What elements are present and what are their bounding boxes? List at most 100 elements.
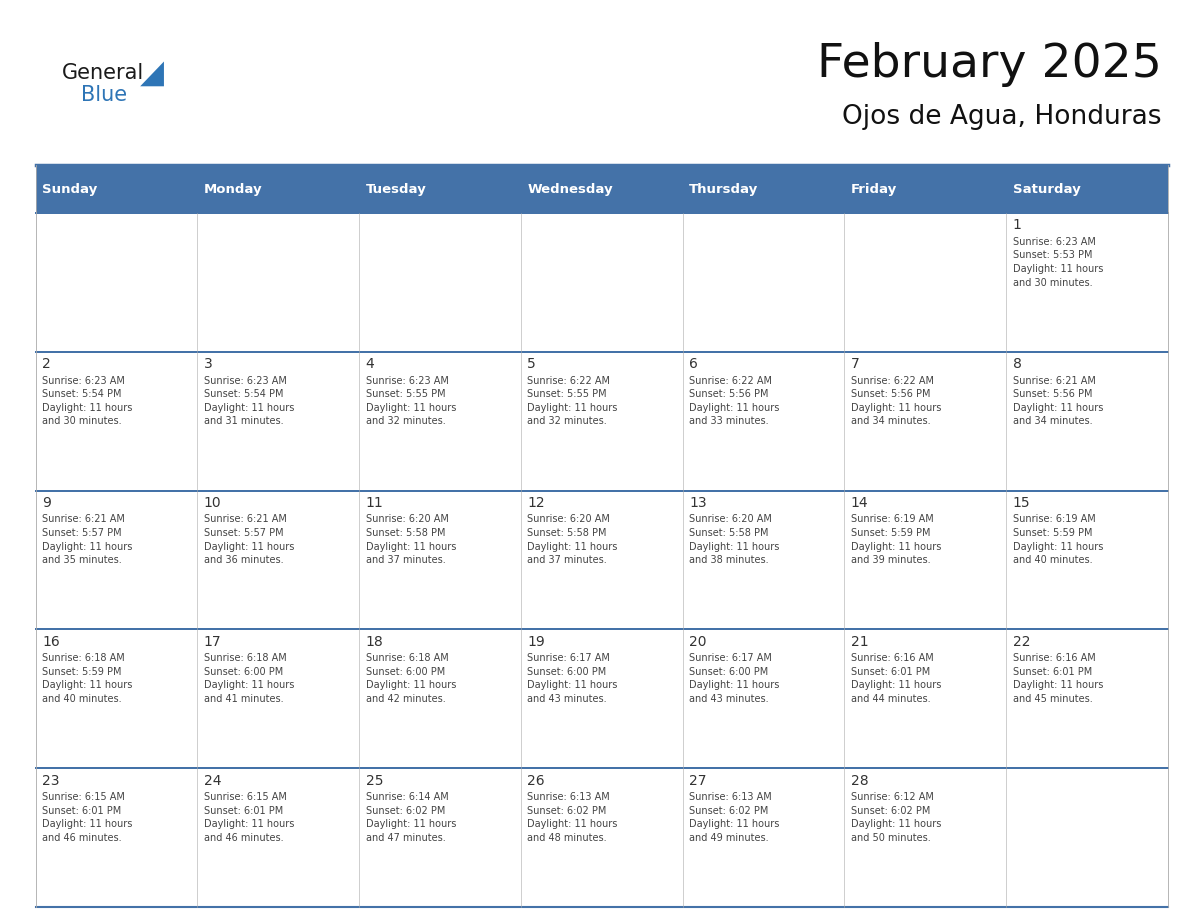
Bar (520, 768, 683, 907)
Point (999, 901, 1013, 912)
Text: 28: 28 (851, 774, 868, 788)
Point (838, 207, 852, 218)
Text: Sunrise: 6:13 AM
Sunset: 6:02 PM
Daylight: 11 hours
and 49 minutes.: Sunrise: 6:13 AM Sunset: 6:02 PM Dayligh… (689, 792, 779, 843)
Text: Sunrise: 6:18 AM
Sunset: 5:59 PM
Daylight: 11 hours
and 40 minutes.: Sunrise: 6:18 AM Sunset: 5:59 PM Dayligh… (42, 654, 133, 704)
Text: Sunrise: 6:21 AM
Sunset: 5:57 PM
Daylight: 11 hours
and 35 minutes.: Sunrise: 6:21 AM Sunset: 5:57 PM Dayligh… (42, 514, 133, 565)
Bar (1006, 165, 1168, 213)
Text: Sunrise: 6:20 AM
Sunset: 5:58 PM
Daylight: 11 hours
and 38 minutes.: Sunrise: 6:20 AM Sunset: 5:58 PM Dayligh… (689, 514, 779, 565)
Text: Ojos de Agua, Honduras: Ojos de Agua, Honduras (842, 104, 1162, 129)
Bar (520, 630, 683, 768)
Text: Wednesday: Wednesday (527, 183, 613, 196)
Bar (197, 213, 359, 352)
Text: Sunrise: 6:20 AM
Sunset: 5:58 PM
Daylight: 11 hours
and 37 minutes.: Sunrise: 6:20 AM Sunset: 5:58 PM Dayligh… (366, 514, 456, 565)
Text: 9: 9 (42, 496, 51, 510)
Bar (197, 768, 359, 907)
Bar (359, 768, 520, 907)
Text: Sunrise: 6:21 AM
Sunset: 5:57 PM
Daylight: 11 hours
and 36 minutes.: Sunrise: 6:21 AM Sunset: 5:57 PM Dayligh… (204, 514, 295, 565)
Bar (683, 165, 845, 213)
Text: Sunrise: 6:18 AM
Sunset: 6:00 PM
Daylight: 11 hours
and 41 minutes.: Sunrise: 6:18 AM Sunset: 6:00 PM Dayligh… (204, 654, 295, 704)
Text: 8: 8 (1012, 357, 1022, 371)
Bar (36, 165, 197, 213)
Text: 12: 12 (527, 496, 545, 510)
Bar (36, 768, 197, 907)
Bar (845, 630, 1006, 768)
Text: 13: 13 (689, 496, 707, 510)
Text: Sunrise: 6:17 AM
Sunset: 6:00 PM
Daylight: 11 hours
and 43 minutes.: Sunrise: 6:17 AM Sunset: 6:00 PM Dayligh… (527, 654, 618, 704)
Bar (520, 490, 683, 630)
Text: Sunrise: 6:18 AM
Sunset: 6:00 PM
Daylight: 11 hours
and 42 minutes.: Sunrise: 6:18 AM Sunset: 6:00 PM Dayligh… (366, 654, 456, 704)
Text: 17: 17 (204, 635, 221, 649)
Text: Sunrise: 6:23 AM
Sunset: 5:55 PM
Daylight: 11 hours
and 32 minutes.: Sunrise: 6:23 AM Sunset: 5:55 PM Dayligh… (366, 375, 456, 427)
Text: Sunrise: 6:22 AM
Sunset: 5:55 PM
Daylight: 11 hours
and 32 minutes.: Sunrise: 6:22 AM Sunset: 5:55 PM Dayligh… (527, 375, 618, 427)
Point (513, 207, 527, 218)
Bar (1006, 490, 1168, 630)
Text: Sunrise: 6:20 AM
Sunset: 5:58 PM
Daylight: 11 hours
and 37 minutes.: Sunrise: 6:20 AM Sunset: 5:58 PM Dayligh… (527, 514, 618, 565)
Text: Thursday: Thursday (689, 183, 758, 196)
Text: 26: 26 (527, 774, 545, 788)
Text: 19: 19 (527, 635, 545, 649)
Text: 20: 20 (689, 635, 707, 649)
Text: 2: 2 (42, 357, 51, 371)
Text: Sunrise: 6:12 AM
Sunset: 6:02 PM
Daylight: 11 hours
and 50 minutes.: Sunrise: 6:12 AM Sunset: 6:02 PM Dayligh… (851, 792, 941, 843)
Text: 3: 3 (204, 357, 213, 371)
Text: 5: 5 (527, 357, 536, 371)
Text: 23: 23 (42, 774, 59, 788)
Text: Sunrise: 6:23 AM
Sunset: 5:54 PM
Daylight: 11 hours
and 30 minutes.: Sunrise: 6:23 AM Sunset: 5:54 PM Dayligh… (42, 375, 133, 427)
Point (676, 901, 690, 912)
Text: Sunrise: 6:22 AM
Sunset: 5:56 PM
Daylight: 11 hours
and 34 minutes.: Sunrise: 6:22 AM Sunset: 5:56 PM Dayligh… (851, 375, 941, 427)
Bar (36, 352, 197, 490)
Text: 21: 21 (851, 635, 868, 649)
Text: Sunrise: 6:14 AM
Sunset: 6:02 PM
Daylight: 11 hours
and 47 minutes.: Sunrise: 6:14 AM Sunset: 6:02 PM Dayligh… (366, 792, 456, 843)
Point (513, 901, 527, 912)
Text: Sunrise: 6:22 AM
Sunset: 5:56 PM
Daylight: 11 hours
and 33 minutes.: Sunrise: 6:22 AM Sunset: 5:56 PM Dayligh… (689, 375, 779, 427)
Point (838, 901, 852, 912)
Text: Sunrise: 6:19 AM
Sunset: 5:59 PM
Daylight: 11 hours
and 40 minutes.: Sunrise: 6:19 AM Sunset: 5:59 PM Dayligh… (1012, 514, 1102, 565)
Text: 14: 14 (851, 496, 868, 510)
Polygon shape (140, 62, 164, 86)
Text: General: General (62, 63, 144, 84)
Bar (1006, 630, 1168, 768)
Text: 16: 16 (42, 635, 59, 649)
Text: Saturday: Saturday (1012, 183, 1080, 196)
Bar (1006, 352, 1168, 490)
Text: 18: 18 (366, 635, 384, 649)
Text: 25: 25 (366, 774, 383, 788)
Text: Sunrise: 6:16 AM
Sunset: 6:01 PM
Daylight: 11 hours
and 44 minutes.: Sunrise: 6:16 AM Sunset: 6:01 PM Dayligh… (851, 654, 941, 704)
Text: February 2025: February 2025 (817, 41, 1162, 87)
Text: Sunrise: 6:23 AM
Sunset: 5:53 PM
Daylight: 11 hours
and 30 minutes.: Sunrise: 6:23 AM Sunset: 5:53 PM Dayligh… (1012, 237, 1102, 287)
Point (352, 207, 366, 218)
Bar (359, 213, 520, 352)
Point (999, 207, 1013, 218)
Text: Sunrise: 6:15 AM
Sunset: 6:01 PM
Daylight: 11 hours
and 46 minutes.: Sunrise: 6:15 AM Sunset: 6:01 PM Dayligh… (42, 792, 133, 843)
Text: 22: 22 (1012, 635, 1030, 649)
Bar (197, 165, 359, 213)
Text: Sunrise: 6:16 AM
Sunset: 6:01 PM
Daylight: 11 hours
and 45 minutes.: Sunrise: 6:16 AM Sunset: 6:01 PM Dayligh… (1012, 654, 1102, 704)
Bar (683, 490, 845, 630)
Bar (520, 352, 683, 490)
Bar (36, 490, 197, 630)
Text: Sunrise: 6:13 AM
Sunset: 6:02 PM
Daylight: 11 hours
and 48 minutes.: Sunrise: 6:13 AM Sunset: 6:02 PM Dayligh… (527, 792, 618, 843)
Bar (845, 213, 1006, 352)
Text: 27: 27 (689, 774, 707, 788)
Bar (520, 165, 683, 213)
Text: 1: 1 (1012, 218, 1022, 232)
Text: 11: 11 (366, 496, 384, 510)
Bar (1006, 213, 1168, 352)
Bar (359, 630, 520, 768)
Bar (845, 768, 1006, 907)
Bar (683, 768, 845, 907)
Bar (36, 213, 197, 352)
Text: Sunday: Sunday (42, 183, 97, 196)
Text: 15: 15 (1012, 496, 1030, 510)
Bar (36, 630, 197, 768)
Text: Monday: Monday (204, 183, 263, 196)
Text: Tuesday: Tuesday (366, 183, 426, 196)
Text: 7: 7 (851, 357, 860, 371)
Text: 4: 4 (366, 357, 374, 371)
Text: Sunrise: 6:19 AM
Sunset: 5:59 PM
Daylight: 11 hours
and 39 minutes.: Sunrise: 6:19 AM Sunset: 5:59 PM Dayligh… (851, 514, 941, 565)
Text: Sunrise: 6:23 AM
Sunset: 5:54 PM
Daylight: 11 hours
and 31 minutes.: Sunrise: 6:23 AM Sunset: 5:54 PM Dayligh… (204, 375, 295, 427)
Bar (1006, 768, 1168, 907)
Bar (197, 352, 359, 490)
Text: 24: 24 (204, 774, 221, 788)
Bar (845, 490, 1006, 630)
